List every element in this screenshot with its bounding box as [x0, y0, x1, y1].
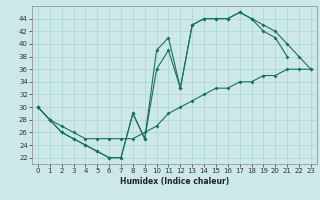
X-axis label: Humidex (Indice chaleur): Humidex (Indice chaleur) — [120, 177, 229, 186]
